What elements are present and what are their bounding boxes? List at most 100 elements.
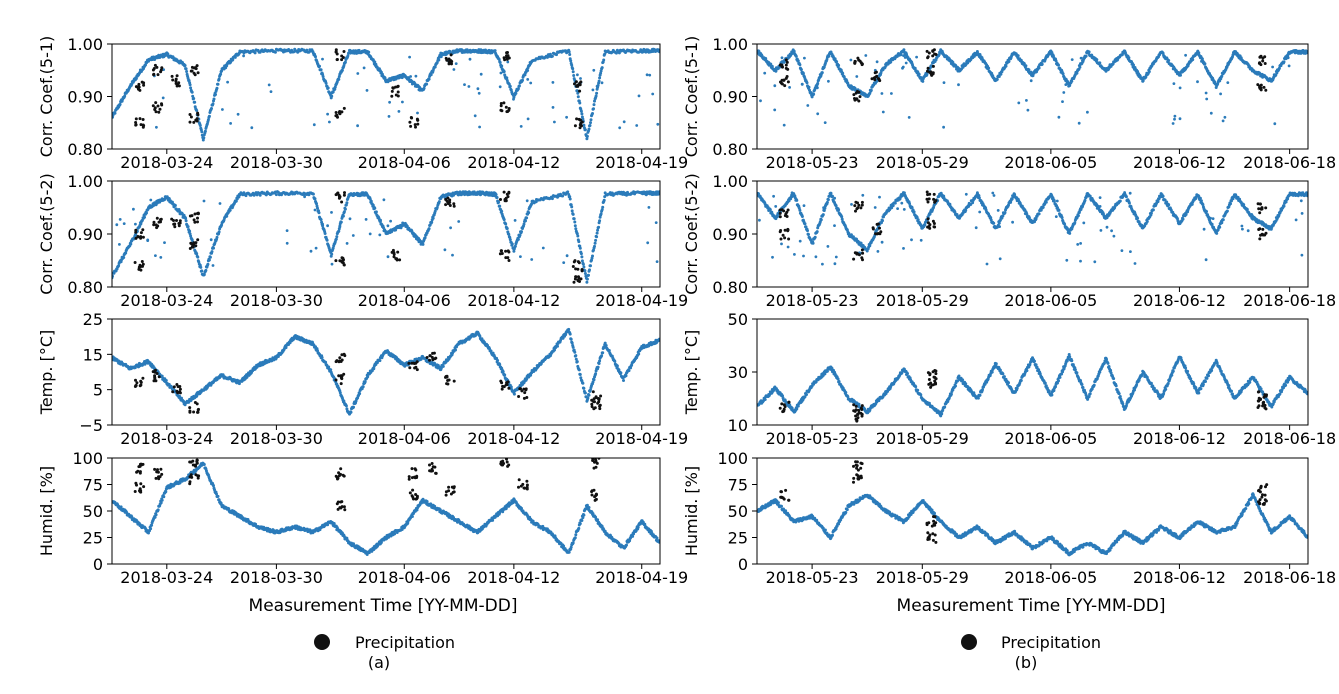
series-point (134, 77, 138, 80)
series-point (211, 102, 215, 106)
series-point (587, 393, 591, 397)
series-point (574, 227, 578, 231)
precipitation-point (133, 490, 137, 493)
series-point (394, 228, 398, 232)
precipitation-point (172, 385, 176, 389)
precipitation-point (505, 460, 509, 464)
series-point (285, 241, 289, 245)
y-tick-label: 0.90 (67, 225, 103, 244)
series-point (206, 118, 210, 122)
data-points (112, 47, 660, 142)
precipitation-point (444, 203, 448, 207)
y-tick-label: 15 (83, 345, 103, 364)
precipitation-point (178, 391, 182, 395)
precipitation-point (177, 84, 181, 88)
series-point (578, 373, 582, 376)
series-point (324, 81, 328, 85)
y-tick-label: −5 (79, 416, 103, 435)
series-point (388, 100, 391, 104)
precipitation-point (452, 202, 456, 206)
precipitation-point (416, 122, 420, 126)
series-point (581, 262, 585, 266)
series-point (569, 545, 573, 549)
precipitation-point (133, 385, 137, 388)
series-point (155, 125, 158, 129)
series-point (371, 203, 375, 207)
precipitation-point (159, 467, 163, 471)
precipitation-point (340, 256, 344, 260)
series-point (386, 255, 390, 259)
series-point (195, 252, 199, 256)
series-point (591, 254, 594, 258)
precipitation-point (596, 397, 600, 400)
series-point (211, 264, 215, 267)
series-point (550, 54, 554, 58)
precipitation-point (580, 268, 584, 272)
series-point (587, 506, 591, 509)
series-point (373, 206, 377, 210)
series-point (217, 230, 221, 234)
precipitation-point (196, 212, 200, 216)
series-point (319, 68, 323, 72)
precipitation-point (507, 386, 511, 390)
series-point (134, 222, 137, 226)
series-point (774, 69, 778, 73)
series-point (122, 256, 126, 259)
precipitation-point (156, 104, 160, 108)
x-tick-label: 2018-04-12 (467, 568, 560, 587)
series-point (503, 373, 507, 377)
series-point (600, 208, 604, 212)
precipitation-point (445, 374, 449, 378)
precipitation-point (506, 110, 510, 113)
series-point (516, 87, 520, 91)
series-point (530, 202, 534, 206)
x-tick-label: 2018-03-30 (230, 153, 323, 172)
precipitation-point (415, 474, 419, 478)
series-point (316, 206, 319, 210)
precipitation-point (507, 463, 511, 467)
precipitation-point (141, 228, 145, 232)
series-point (329, 368, 333, 372)
precipitation-point (154, 101, 158, 105)
series-point (637, 94, 641, 98)
precipitation-point (342, 50, 346, 53)
series-point (583, 269, 587, 273)
series-point (526, 78, 530, 81)
x-tick-label: 2018-03-30 (230, 291, 323, 310)
y-tick-label: 0.80 (67, 140, 103, 159)
series-point (568, 53, 572, 56)
precipitation-point (593, 400, 596, 404)
series-point (342, 210, 346, 214)
series-point (480, 337, 484, 341)
precipitation-point (134, 481, 138, 485)
precipitation-point (192, 120, 196, 124)
y-tick-label: 50 (83, 502, 103, 521)
series-point (233, 55, 237, 59)
series-point (427, 77, 431, 81)
precipitation-point (574, 275, 578, 279)
precipitation-point (592, 488, 596, 492)
series-point (567, 327, 571, 331)
series-point (803, 56, 806, 60)
series-point (210, 250, 214, 254)
precipitation-point (447, 489, 451, 493)
series-point (189, 86, 193, 90)
series-point (578, 101, 582, 105)
series-point (200, 130, 204, 134)
series-point (389, 219, 392, 223)
precipitation-point (139, 236, 143, 240)
series-point (119, 505, 123, 509)
series-point (401, 100, 404, 104)
x-tick-label: 2018-03-24 (120, 291, 213, 310)
series-point (452, 68, 456, 71)
precipitation-point (190, 245, 194, 249)
precipitation-point (408, 120, 412, 124)
series-point (601, 205, 605, 209)
x-tick-label: 2018-04-19 (595, 429, 688, 448)
precipitation-point (188, 247, 192, 250)
series-point (500, 209, 504, 213)
precipitation-point (578, 126, 582, 130)
precipitation-point (334, 378, 338, 382)
precipitation-point (189, 69, 193, 73)
series-point (153, 515, 157, 519)
